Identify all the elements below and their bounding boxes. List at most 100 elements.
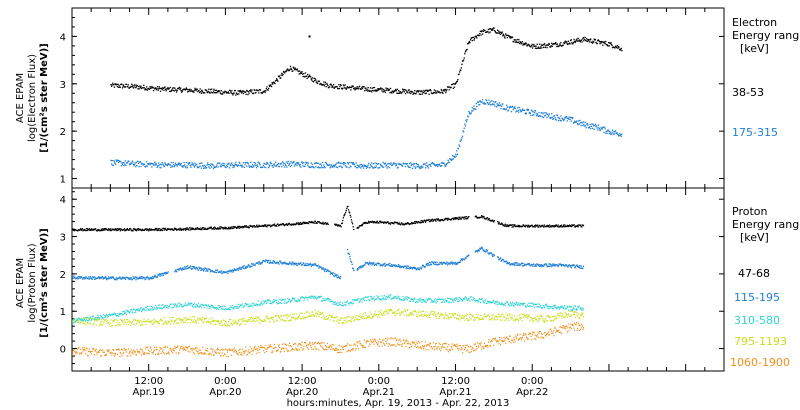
proton-point bbox=[115, 319, 117, 321]
proton-point bbox=[172, 307, 174, 309]
proton-point bbox=[217, 348, 219, 350]
proton-point bbox=[550, 320, 552, 322]
electron-point bbox=[253, 162, 255, 164]
electron-point bbox=[499, 31, 501, 33]
proton-point bbox=[536, 336, 538, 338]
proton-point bbox=[211, 321, 213, 323]
proton-point bbox=[150, 308, 152, 310]
proton-point bbox=[142, 351, 144, 353]
proton-point bbox=[440, 347, 442, 349]
electron-point bbox=[585, 127, 587, 129]
electron-point bbox=[245, 93, 247, 95]
electron-point bbox=[437, 164, 439, 166]
electron-point bbox=[450, 158, 452, 161]
proton-point bbox=[533, 320, 535, 322]
proton-point bbox=[160, 272, 162, 275]
proton-point bbox=[163, 317, 165, 319]
electron-point bbox=[509, 105, 511, 108]
proton-point bbox=[137, 278, 139, 280]
proton-point bbox=[461, 314, 463, 316]
proton-point bbox=[556, 330, 558, 332]
electron-point bbox=[422, 92, 424, 94]
proton-point bbox=[550, 306, 552, 308]
proton-point bbox=[269, 300, 272, 302]
electron-point bbox=[468, 40, 471, 43]
proton-point bbox=[439, 314, 441, 316]
proton-point bbox=[546, 320, 548, 322]
electron-point bbox=[290, 161, 292, 163]
proton-point bbox=[521, 304, 523, 306]
proton-point bbox=[112, 314, 114, 316]
proton-point bbox=[406, 309, 408, 311]
proton-point bbox=[377, 343, 379, 345]
electron-point bbox=[620, 48, 622, 50]
proton-point bbox=[120, 353, 122, 355]
electron-point bbox=[618, 48, 621, 50]
proton-point bbox=[337, 349, 339, 351]
electron-point bbox=[272, 166, 274, 168]
proton-point bbox=[420, 346, 422, 348]
electron-point bbox=[292, 70, 294, 72]
proton-point bbox=[214, 350, 216, 352]
proton-point bbox=[410, 314, 412, 316]
proton-point bbox=[251, 353, 253, 356]
electron-point bbox=[476, 37, 478, 39]
proton-point bbox=[260, 344, 262, 347]
proton-point bbox=[282, 347, 284, 349]
proton-point bbox=[266, 315, 268, 317]
electron-point bbox=[189, 162, 191, 164]
proton-point bbox=[80, 353, 82, 355]
electron-point bbox=[514, 41, 517, 43]
proton-point bbox=[238, 320, 240, 322]
proton-point bbox=[425, 345, 427, 347]
proton-point bbox=[99, 349, 101, 352]
proton-point bbox=[207, 304, 209, 306]
proton-point bbox=[184, 317, 186, 319]
proton-point bbox=[493, 319, 495, 321]
proton-point bbox=[158, 307, 160, 309]
electron-point bbox=[473, 39, 475, 41]
proton-point bbox=[206, 269, 208, 271]
proton-point bbox=[413, 300, 415, 302]
proton-point bbox=[368, 315, 371, 317]
proton-point bbox=[206, 347, 208, 349]
proton-point bbox=[116, 319, 119, 321]
proton-point bbox=[562, 316, 564, 318]
proton-point bbox=[485, 344, 487, 346]
proton-point bbox=[212, 321, 215, 323]
electron-point bbox=[113, 86, 116, 88]
proton-point bbox=[510, 318, 513, 320]
proton-point bbox=[197, 317, 199, 319]
proton-point bbox=[368, 296, 370, 298]
electron-point bbox=[488, 28, 491, 30]
electron-point bbox=[368, 89, 370, 91]
proton-point bbox=[257, 350, 259, 352]
proton-point bbox=[154, 346, 156, 348]
proton-point bbox=[142, 308, 144, 310]
electron-point bbox=[158, 162, 160, 164]
electron-point bbox=[284, 163, 286, 165]
proton-point bbox=[236, 307, 238, 309]
electron-point bbox=[381, 165, 383, 167]
electron-point bbox=[115, 163, 117, 165]
electron-point bbox=[208, 88, 210, 90]
electron-point bbox=[253, 165, 255, 167]
proton-point bbox=[467, 300, 469, 302]
electron-point bbox=[266, 86, 268, 88]
proton-point bbox=[444, 342, 446, 345]
proton-point bbox=[256, 348, 258, 350]
proton-point bbox=[91, 278, 93, 280]
proton-point bbox=[164, 346, 166, 348]
electron-point bbox=[618, 132, 621, 135]
electron-point bbox=[498, 104, 500, 107]
electron-point bbox=[567, 43, 569, 46]
proton-point bbox=[144, 310, 146, 312]
proton-point bbox=[203, 352, 205, 354]
proton-point bbox=[175, 305, 177, 307]
proton-point bbox=[310, 295, 312, 297]
proton-point bbox=[276, 350, 278, 352]
proton-point bbox=[379, 298, 381, 300]
proton-point bbox=[122, 321, 124, 323]
proton-point bbox=[531, 333, 533, 336]
